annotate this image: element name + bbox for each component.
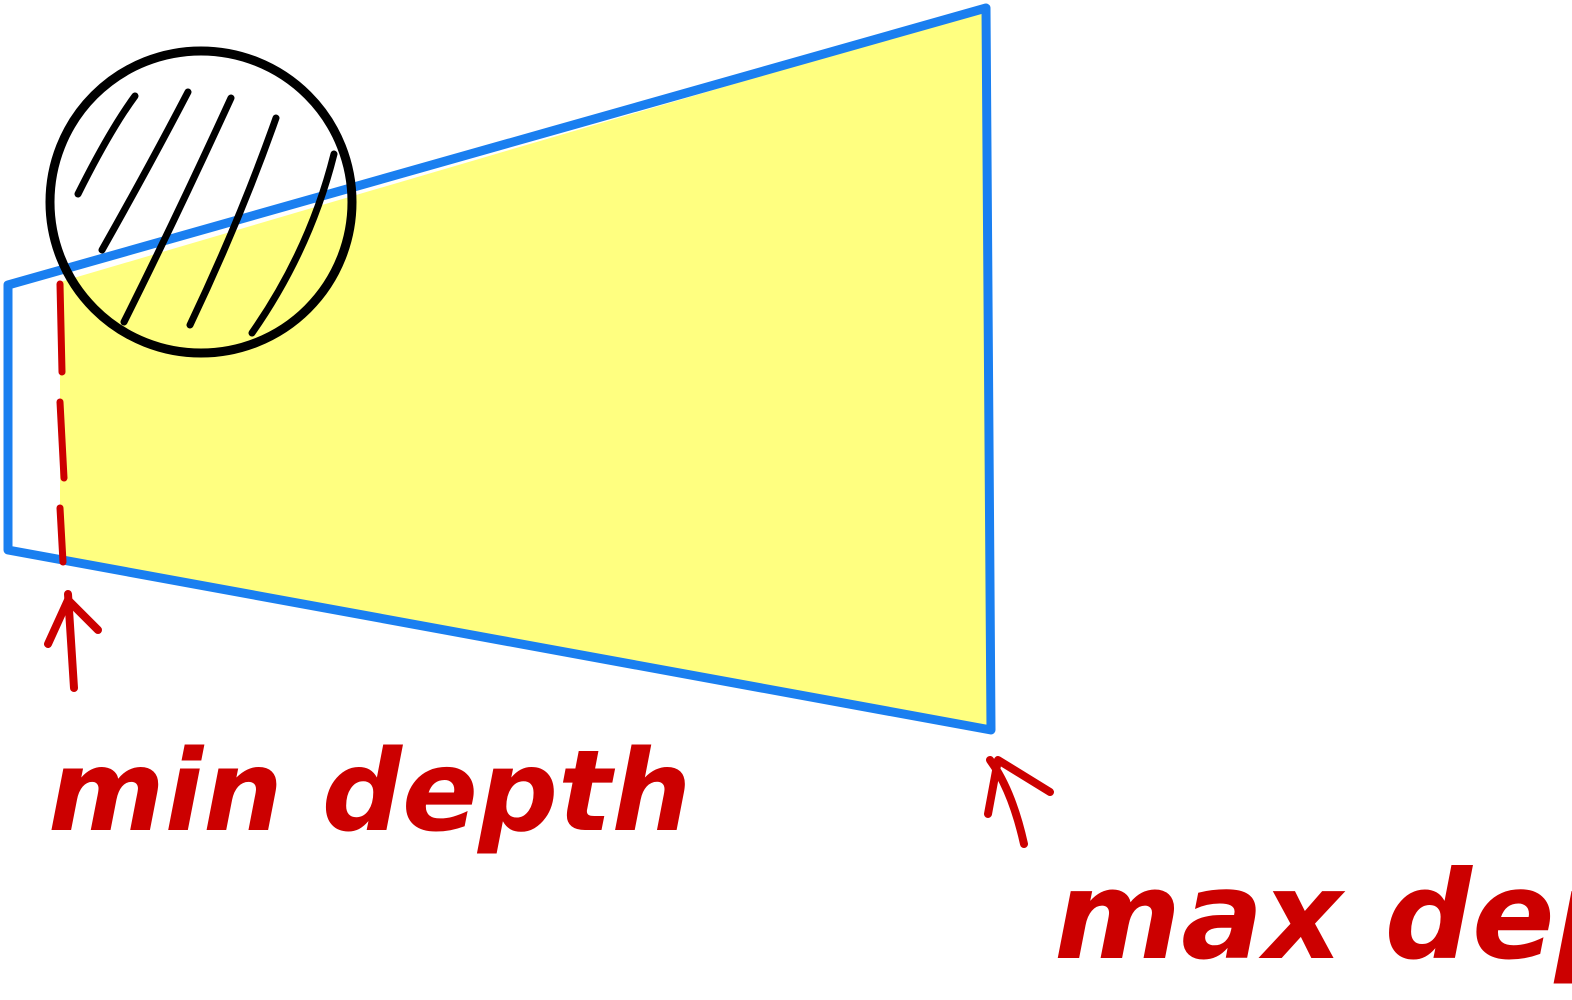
occluder-circle: [45, 46, 357, 358]
frustum-fill: [60, 10, 992, 728]
max-depth-arrow: [984, 756, 1054, 848]
frustum-outline: [3, 3, 996, 735]
occluder-hatching: [74, 88, 338, 337]
min-depth-plane-marker: [56, 280, 68, 566]
min-depth-arrow: [44, 590, 102, 692]
max-depth-label: max depth: [1054, 845, 1572, 987]
min-depth-label: min depth: [48, 727, 691, 857]
